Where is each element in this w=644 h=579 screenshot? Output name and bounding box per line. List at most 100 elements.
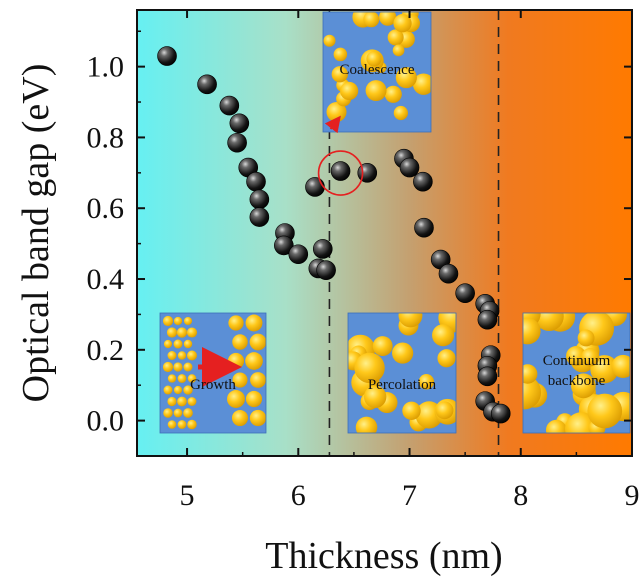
particle [534,313,564,332]
particle [570,373,596,399]
particle [523,317,541,345]
inset-growth: Growth [159,312,267,434]
coalescence-arrow-icon [324,115,341,134]
morphology-insets: Growth Coalescence Percolation Continuum bac… [159,11,631,434]
data-point-14 [316,260,336,280]
particle [611,354,630,379]
particle [183,385,193,395]
particle [173,408,183,418]
y-axis-label: Optical band gap (eV) [15,64,57,403]
x-tick-label: 8 [513,479,528,512]
particle [187,419,197,430]
data-point-2 [219,95,240,116]
particle [186,350,198,361]
particle [340,81,359,101]
particle [173,316,183,326]
inset-percolation: Percolation [347,312,457,434]
highlight-group [317,115,364,196]
particle [163,408,173,418]
y-tick-label: 0.4 [87,263,125,296]
particle [393,14,412,33]
data-point-11 [288,244,309,265]
particle [187,397,197,406]
data-point-20 [413,171,433,192]
data-point-16 [330,161,351,181]
particle [354,352,385,384]
data-point-27 [477,309,498,330]
highlight-circle [317,150,364,196]
particle [384,85,402,103]
particle [163,339,173,349]
data-point-6 [246,171,266,192]
particle [566,346,587,367]
particle [392,342,414,364]
particle [577,329,595,347]
data-point-3 [229,113,250,134]
data-point-21 [414,217,434,238]
data-point-23 [438,263,459,284]
y-axis-ticks: 0.0 0.2 0.4 0.6 0.8 1.0 [87,30,632,438]
particle [387,29,404,46]
particle [173,362,183,372]
inset-label: Coalescence [340,62,415,78]
particle [437,349,456,368]
particle [228,315,244,331]
particle [245,314,263,332]
y-tick-label: 0.0 [87,405,125,438]
particle [435,401,454,420]
x-tick-label: 5 [180,479,195,512]
data-point-10 [274,235,294,256]
x-tick-label: 9 [625,479,640,512]
particle [523,375,542,410]
particle [162,315,174,327]
particle [333,47,348,62]
data-point-30 [477,366,498,387]
particle [177,420,187,429]
particle [173,385,183,395]
particle [183,316,193,326]
x-axis-label: Thickness (nm) [265,535,502,577]
particle [250,372,266,388]
particle [163,385,173,395]
particle [245,352,263,370]
particle [167,351,177,360]
particle [249,333,266,351]
particle [186,327,198,338]
data-point-4 [227,132,247,153]
particle [587,393,623,429]
data-point-19 [399,157,420,178]
particle [231,409,249,427]
particle [418,374,435,390]
x-tick-label: 6 [291,479,306,512]
particle [245,390,263,408]
y-tick-label: 0.8 [87,121,125,154]
inset-continuum-backbone: Continuum backbone [522,312,631,434]
x-axis-ticks: 5 6 7 8 9 [180,10,640,512]
particle [183,362,193,372]
y-tick-label: 1.0 [87,51,125,84]
y-tick-label: 0.2 [87,334,125,367]
data-point-33 [490,403,511,424]
data-point-17 [357,163,378,183]
particle [176,327,188,338]
particle [167,396,177,407]
particle [166,327,178,338]
particle [392,44,405,57]
data-point-0 [157,46,177,66]
particle [331,66,348,83]
particle [177,374,187,383]
inset-label: Growth [190,377,236,393]
particle [398,313,423,328]
particle [355,416,378,433]
particle [432,324,455,347]
particle [523,364,538,384]
data-point-15 [305,177,325,197]
particle [187,374,197,383]
particle [173,339,183,349]
data-point-13 [312,239,333,259]
particle [366,51,382,67]
particle [363,12,380,28]
particle [580,348,600,367]
y-tick-label: 0.6 [87,192,125,225]
